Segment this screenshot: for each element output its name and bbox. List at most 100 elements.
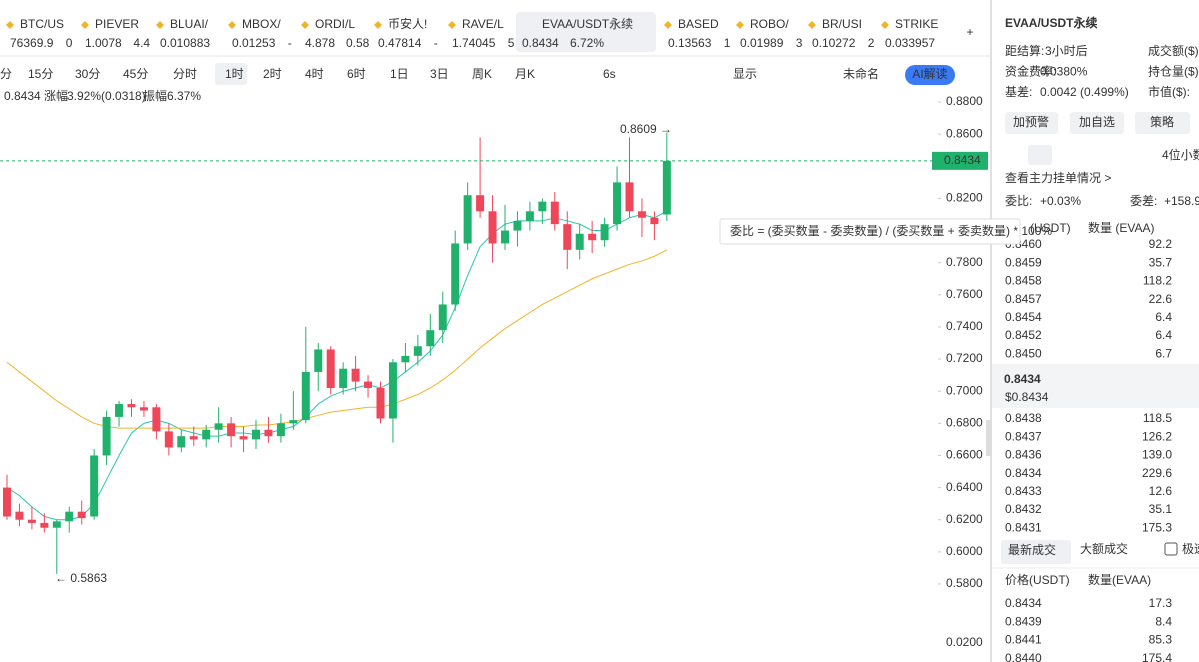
interval[interactable]: 分	[0, 67, 12, 81]
interval[interactable]: 周K	[472, 67, 492, 81]
book-qty: 22.6	[1149, 292, 1173, 306]
candle-body	[102, 416, 111, 456]
trade-tab[interactable]: 大额成交	[1080, 541, 1128, 556]
book-qty: 229.6	[1142, 466, 1172, 480]
diff-value: +158.9	[1164, 194, 1199, 208]
book-price: 0.8459	[1005, 255, 1042, 269]
ticker-name[interactable]: MBOX/	[242, 17, 281, 31]
ticker-price: 0.01253	[232, 36, 276, 50]
current-price-label: 0.8434	[944, 153, 981, 167]
interval[interactable]: 6时	[347, 67, 366, 81]
stat-label: 市值($):	[1148, 84, 1190, 99]
interval[interactable]: 3日	[430, 67, 449, 81]
candle-body	[314, 349, 323, 372]
interval[interactable]: 1时	[225, 67, 244, 81]
info-last: 0.8434	[4, 89, 41, 103]
button-bg[interactable]	[1135, 112, 1190, 134]
y-tick-label: 0.7600	[946, 287, 983, 301]
trade-price: 0.8441	[1005, 633, 1042, 647]
panel-button[interactable]: 加自选	[1079, 115, 1115, 129]
trade-tab-active[interactable]	[1001, 540, 1071, 564]
layout-name[interactable]: 未命名	[843, 66, 879, 81]
y-tick-label: 0.6400	[946, 480, 983, 494]
candle-body	[264, 429, 273, 437]
ai-button-bg[interactable]	[905, 65, 955, 85]
ticker-price: 1.0078	[85, 36, 122, 50]
ticker-name[interactable]: BR/USI	[822, 17, 862, 31]
ticker-change: 5	[508, 36, 515, 50]
book-qty: 12.6	[1149, 484, 1173, 498]
ticker-name[interactable]: STRIKE	[895, 17, 938, 31]
book-price: 0.8437	[1005, 429, 1042, 443]
ticker-name[interactable]: BLUAI/	[170, 17, 209, 31]
ticker-change: 6.72%	[570, 36, 604, 50]
candle-body	[177, 436, 186, 448]
y-tick-label: 0.6200	[946, 512, 983, 526]
panel-button[interactable]: 加预警	[1013, 114, 1049, 129]
interval[interactable]: 月K	[515, 67, 535, 81]
interval[interactable]: 2时	[263, 67, 282, 81]
candle-body	[90, 455, 99, 517]
y-tick-label: 0.7800	[946, 255, 983, 269]
ticker-name[interactable]: 币安人!	[388, 16, 427, 31]
ticker-change: -	[288, 36, 292, 50]
trade-qty: 8.4	[1155, 614, 1172, 628]
ticker-icon	[881, 21, 889, 29]
ticker-icon	[664, 21, 672, 29]
y-tick-label: 0.7000	[946, 383, 983, 397]
trade-tab[interactable]: 最新成交	[1008, 542, 1056, 557]
interval[interactable]: 15分	[28, 67, 53, 81]
candle-body	[575, 233, 584, 250]
candle-body	[600, 224, 609, 241]
y-tick-label: 0.7200	[946, 351, 983, 365]
book-qty: 6.4	[1155, 310, 1172, 324]
ticker-name[interactable]: ORDI/L	[315, 17, 355, 31]
candle-body	[613, 182, 622, 225]
interval[interactable]: 1日	[390, 67, 409, 81]
precision[interactable]: 4位小数	[1162, 147, 1199, 162]
refresh[interactable]: 6s	[603, 67, 616, 81]
panel-button[interactable]: 策略	[1150, 114, 1174, 129]
diff-label: 委差:	[1130, 194, 1157, 208]
ticker-change: 3	[796, 36, 803, 50]
trade-qty: 17.3	[1149, 596, 1173, 610]
ticker-name[interactable]: BTC/US	[20, 17, 64, 31]
candle-body	[538, 201, 547, 212]
ticker-name[interactable]: ROBO/	[750, 17, 789, 31]
interval[interactable]: 分时	[173, 67, 197, 81]
ticker-name[interactable]: PIEVER	[95, 17, 139, 31]
candle-body	[388, 362, 397, 419]
interval[interactable]: 30分	[75, 67, 100, 81]
ticker-name[interactable]: EVAA/USDT永续	[542, 17, 633, 31]
ticker-price: 0.01989	[740, 36, 784, 50]
trade-tab[interactable]: 极速	[1182, 542, 1199, 556]
candle-body	[550, 201, 559, 225]
ticker-change: 4.4	[133, 36, 150, 50]
checkbox[interactable]	[1164, 542, 1178, 556]
ticker-icon	[6, 21, 14, 29]
ai-button[interactable]: AI解读	[912, 67, 947, 81]
ticker-name[interactable]: RAVE/L	[462, 17, 504, 31]
moving-average	[6, 249, 668, 429]
display[interactable]: 显示	[733, 67, 757, 81]
button-bg[interactable]	[1070, 112, 1124, 134]
button-bg[interactable]	[1005, 112, 1058, 134]
big-orders-link[interactable]: 查看主力挂单情况 >	[1005, 171, 1111, 185]
interval[interactable]: 4时	[305, 67, 324, 81]
book-qty: 118.2	[1143, 274, 1172, 288]
candle-body	[625, 182, 634, 212]
ticker-price: 76369.9	[10, 36, 54, 50]
book-price: 0.8457	[1005, 292, 1042, 306]
candle-body	[364, 381, 373, 388]
info-label: 涨幅	[44, 88, 68, 103]
resize-handle[interactable]	[986, 420, 992, 456]
candle-body	[476, 195, 485, 212]
mid-price-bg	[992, 364, 1199, 408]
book-mode-active[interactable]	[1028, 145, 1052, 165]
interval[interactable]: 45分	[123, 67, 148, 81]
ticker-icon	[156, 21, 164, 29]
candle-body	[239, 436, 248, 440]
ticker-name[interactable]: BASED	[678, 17, 719, 31]
add-tab[interactable]: +	[966, 25, 973, 39]
book-qty: 139.0	[1142, 448, 1172, 462]
